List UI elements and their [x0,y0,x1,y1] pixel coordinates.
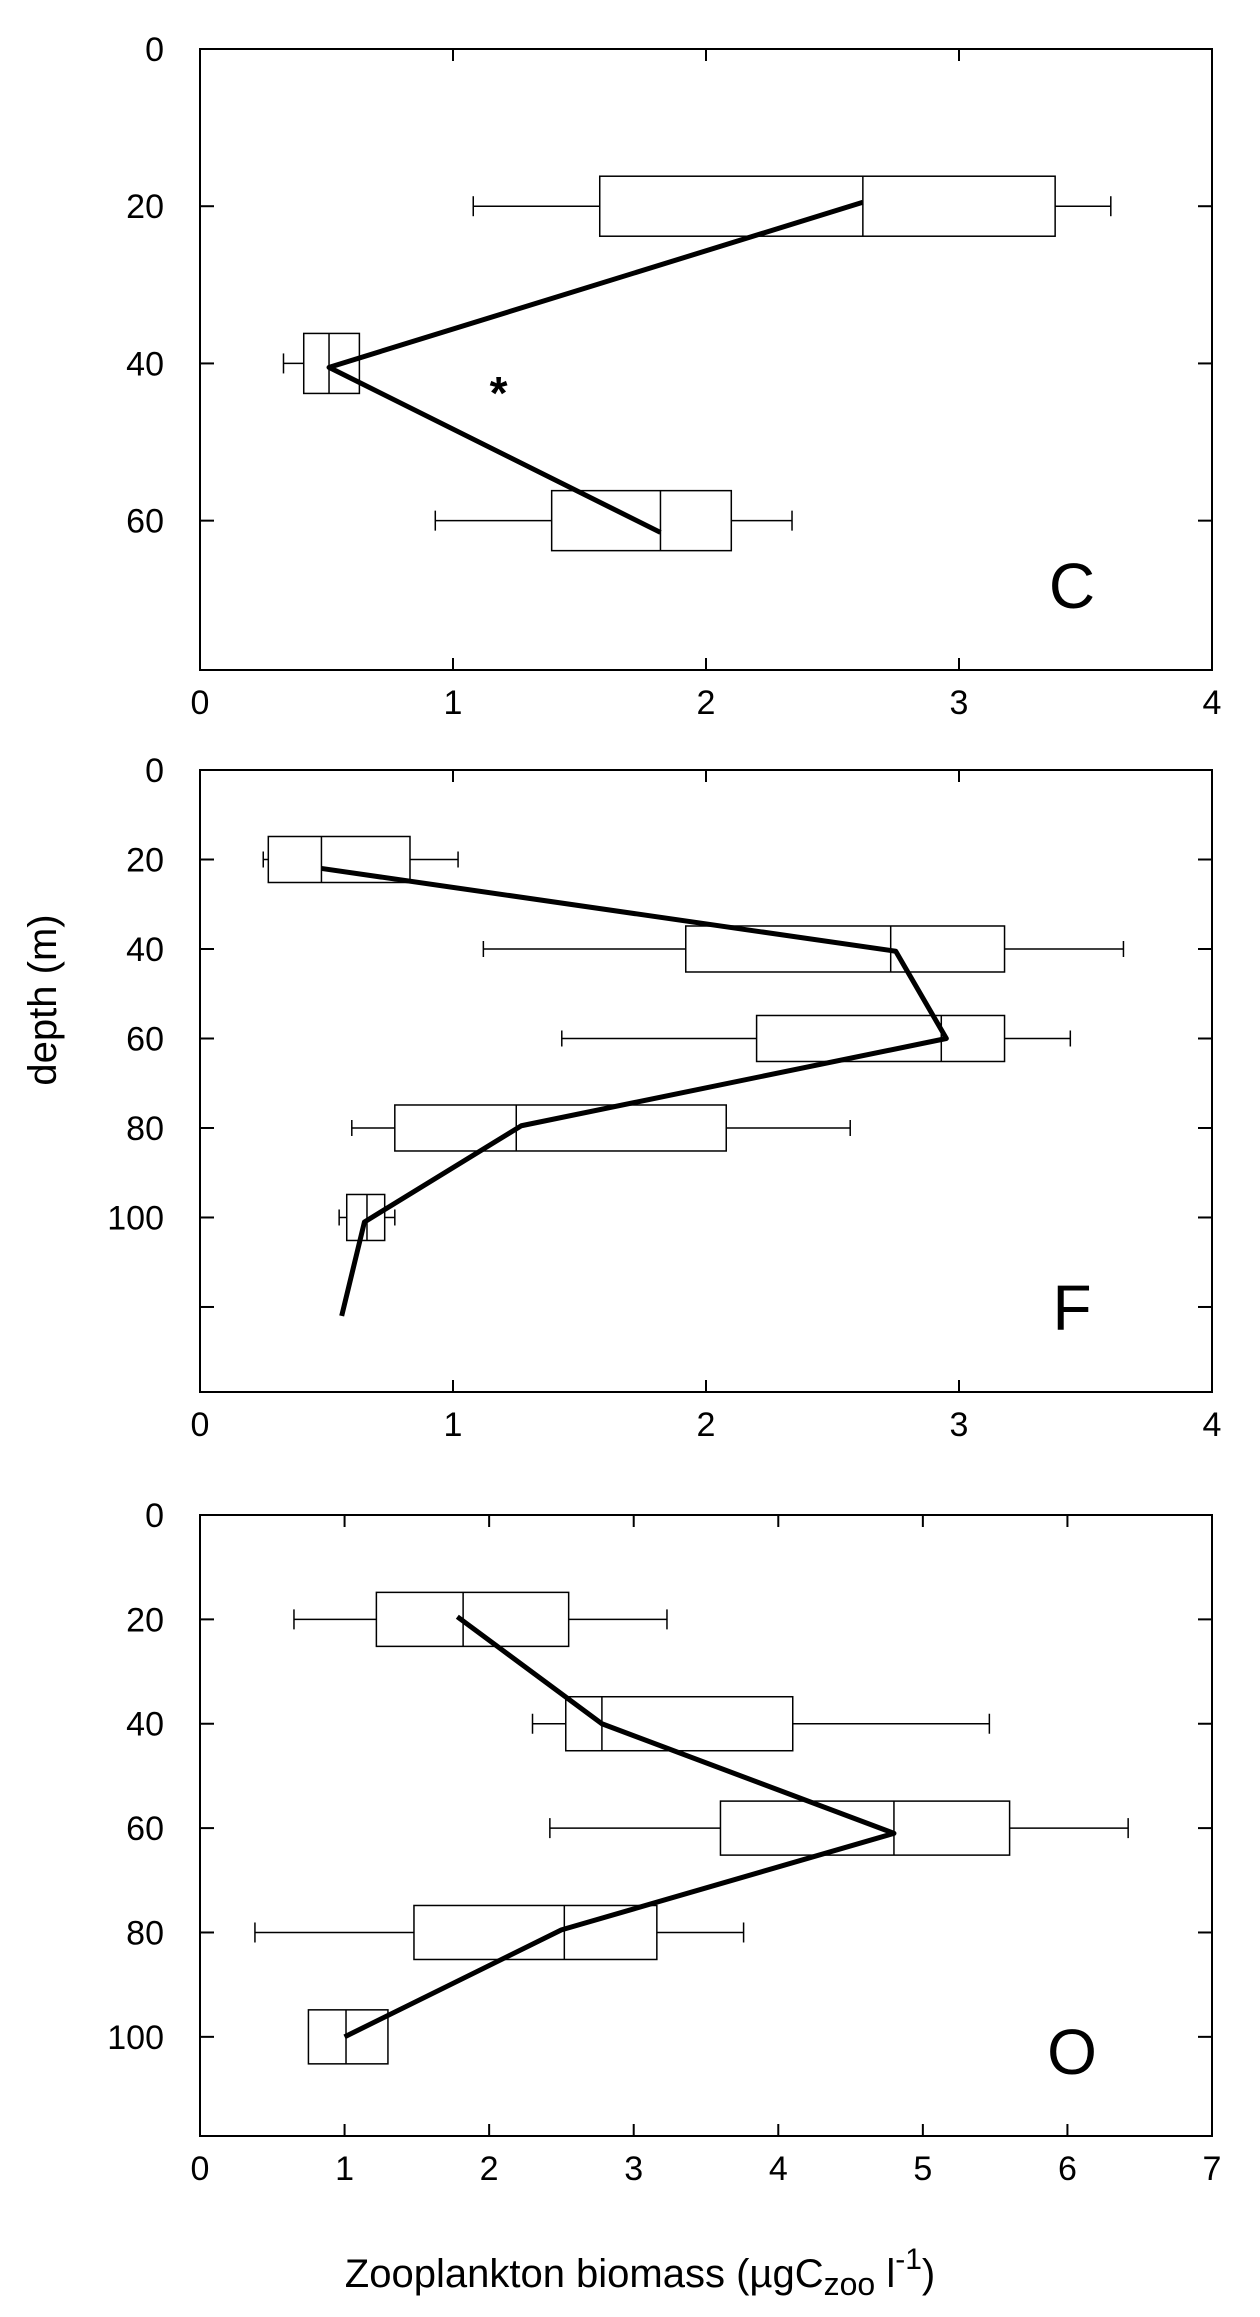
x-tick-label: 2 [480,2150,499,2188]
x-tick-label: 5 [913,2150,932,2188]
panel-letter: O [1047,2016,1097,2088]
x-tick-label: 1 [444,1406,463,1444]
mean-profile-line [321,865,949,1317]
box-iqr [394,1104,727,1152]
y-tick-label: 60 [126,1810,164,1848]
x-tick-label: 2 [697,684,716,722]
box-iqr [345,1193,386,1242]
x-tick-label: 1 [335,2150,354,2188]
y-tick-label: 20 [126,188,164,226]
y-tick-label: 60 [126,1020,164,1058]
x-tick-label: 3 [624,2150,643,2188]
significance-marker: * [490,367,508,419]
box-iqr [598,175,1056,237]
y-tick-label: 0 [145,752,164,790]
y-tick-label: 40 [126,1706,164,1744]
x-tick-label: 3 [950,1406,969,1444]
panel-letter: C [1049,550,1095,622]
y-tick-label: 100 [107,2019,164,2057]
box-iqr [755,1014,1006,1063]
y-tick-label: 60 [126,503,164,541]
y-tick-label: 80 [126,1914,164,1952]
box-iqr [685,925,1006,973]
x-tick-label: 0 [191,1406,210,1444]
x-axis-title: Zooplankton biomass (µgCzoo l-1) [345,2243,935,2302]
y-tick-label: 40 [126,345,164,383]
x-tick-label: 3 [950,684,969,722]
y-axis-title: depth (m) [21,914,65,1085]
panel-o: 0 1 2 3 4 5 6 7 0 20 40 60 80 100 O [107,1497,1221,2188]
x-tick-label: 0 [191,684,210,722]
x-tick-label: 4 [1203,1406,1222,1444]
y-tick-label: 0 [145,1497,164,1535]
x-tick-label: 2 [697,1406,716,1444]
box-iqr [375,1591,570,1648]
box-iqr [719,1800,1011,1856]
box-iqr [267,835,411,884]
panel-letter: F [1052,1272,1091,1344]
x-tick-label: 4 [1203,684,1222,722]
x-tick-label: 0 [191,2150,210,2188]
y-tick-label: 100 [107,1199,164,1237]
mean-profile-line [326,199,864,535]
x-tick-label: 7 [1203,2150,1222,2188]
y-tick-label: 20 [126,841,164,879]
y-tick-label: 80 [126,1110,164,1148]
x-tick-label: 1 [444,684,463,722]
x-tick-label: 6 [1058,2150,1077,2188]
x-tick-label: 4 [769,2150,788,2188]
y-tick-label: 20 [126,1601,164,1639]
plot-frame [199,1514,1213,2137]
box-iqr [307,2009,389,2065]
mean-profile-line [343,1614,897,2040]
y-tick-label: 0 [145,31,164,69]
box-iqr [302,332,361,395]
y-tick-label: 40 [126,931,164,969]
